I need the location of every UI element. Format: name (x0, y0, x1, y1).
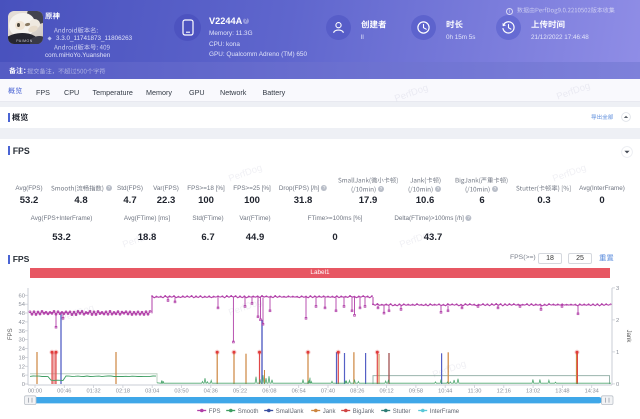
svg-text:42: 42 (19, 320, 25, 326)
svg-text:13:48: 13:48 (555, 389, 569, 395)
svg-text:03:50: 03:50 (174, 389, 188, 395)
svg-text:FPS: FPS (8, 328, 14, 340)
svg-text:09:12: 09:12 (379, 389, 393, 395)
svg-text:01:32: 01:32 (86, 389, 100, 395)
svg-text:Jank: Jank (625, 330, 631, 344)
svg-text:06:54: 06:54 (292, 389, 306, 395)
svg-text:SmallJank: SmallJank (276, 409, 305, 415)
svg-text:00:46: 00:46 (57, 389, 71, 395)
svg-text:30: 30 (19, 338, 25, 344)
svg-text:60: 60 (19, 293, 25, 299)
svg-text:FPS: FPS (209, 409, 221, 415)
svg-text:04:36: 04:36 (204, 389, 218, 395)
svg-text:Stutter: Stutter (393, 409, 411, 415)
svg-text:14:34: 14:34 (585, 389, 599, 395)
svg-text:24: 24 (19, 347, 26, 353)
svg-text:0: 0 (616, 382, 619, 388)
svg-text:10:44: 10:44 (438, 389, 452, 395)
svg-text:InterFrame: InterFrame (430, 409, 460, 415)
svg-text:11:30: 11:30 (468, 389, 482, 395)
svg-text:54: 54 (19, 302, 26, 308)
svg-text:09:58: 09:58 (409, 389, 423, 395)
svg-text:00:00: 00:00 (28, 389, 42, 395)
svg-text:07:40: 07:40 (321, 389, 335, 395)
svg-text:36: 36 (19, 329, 25, 335)
svg-text:12:16: 12:16 (497, 389, 511, 395)
svg-text:0: 0 (22, 382, 25, 388)
svg-text:03:04: 03:04 (145, 389, 159, 395)
svg-text:08:26: 08:26 (350, 389, 364, 395)
svg-text:3: 3 (616, 286, 619, 292)
svg-text:2: 2 (616, 318, 619, 324)
svg-text:Smooth: Smooth (238, 409, 259, 415)
svg-text:02:18: 02:18 (116, 389, 130, 395)
svg-text:05:22: 05:22 (233, 389, 247, 395)
svg-text:12: 12 (19, 364, 25, 370)
svg-text:BigJank: BigJank (353, 409, 375, 415)
svg-text:Jank: Jank (323, 409, 337, 415)
svg-text:06:08: 06:08 (262, 389, 276, 395)
svg-text:48: 48 (19, 311, 25, 317)
svg-text:6: 6 (22, 373, 25, 379)
svg-text:13:02: 13:02 (526, 389, 540, 395)
svg-text:1: 1 (616, 350, 619, 356)
svg-text:18: 18 (19, 355, 25, 361)
